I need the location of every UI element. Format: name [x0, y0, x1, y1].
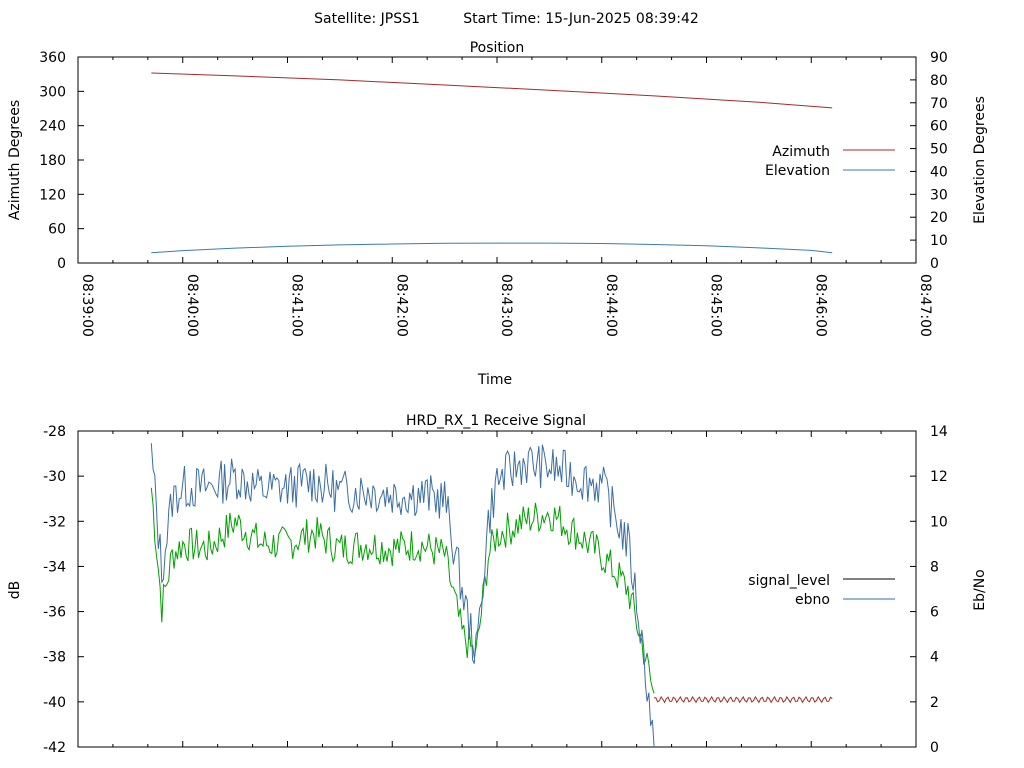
- position-y2-tick-label: 0: [930, 256, 939, 272]
- signal-y-tick-label: -28: [43, 424, 66, 440]
- position-y2-tick-label: 70: [930, 96, 948, 112]
- signal-y2-tick-label: 4: [930, 650, 939, 666]
- series-line-signal_level: [150, 487, 655, 694]
- signal-chart-title: HRD_RX_1 Receive Signal: [406, 413, 586, 429]
- signal-y-tick-label: -40: [43, 695, 66, 711]
- signal-y2-tick-label: 12: [930, 469, 948, 485]
- signal-y-tick-label: -42: [43, 740, 66, 756]
- position-y2-tick-label: 40: [930, 164, 948, 180]
- signal-series-group: [150, 443, 833, 747]
- signal-y2-tick-label: 8: [930, 559, 939, 575]
- position-x-tick-label: 08:45:00: [708, 274, 724, 337]
- signal-y2-axis-label: Eb/No: [972, 569, 988, 611]
- position-y-tick-label: 0: [57, 256, 66, 272]
- start-time-label: Start Time: 15-Jun-2025 08:39:42: [463, 11, 699, 27]
- position-y2-tick-label: 30: [930, 187, 948, 203]
- signal-chart: HRD_RX_1 Receive Signal -42-40-38-36-34-…: [7, 413, 988, 756]
- position-y-tick-label: 240: [39, 119, 66, 135]
- position-y2-tick-label: 60: [930, 119, 948, 135]
- position-y2-axis-label: Elevation Degrees: [972, 96, 988, 224]
- position-chart-title: Position: [470, 40, 525, 56]
- signal-y2-tick-label: 6: [930, 605, 939, 621]
- position-y2-tick-label: 90: [930, 50, 948, 66]
- position-y-tick-labels: 0 60 120 180 240 300 360: [39, 50, 66, 272]
- position-x-tick-label: 08:41:00: [289, 274, 305, 337]
- position-y2-tick-labels: 0 10 20 30 40 50 60 70 80 90: [930, 50, 948, 272]
- position-x-tick-label: 08:46:00: [812, 274, 828, 337]
- signal-ticks: [77, 430, 917, 748]
- signal-series-lines: [150, 443, 833, 747]
- position-y2-tick-label: 10: [930, 233, 948, 249]
- series-line-azimuth: [151, 72, 833, 109]
- signal-y-tick-label: -36: [43, 605, 66, 621]
- position-x-tick-label: 08:44:00: [603, 274, 619, 337]
- position-x-tick-label: 08:43:00: [498, 274, 514, 337]
- legend-ebno-label: ebno: [795, 592, 830, 608]
- satellite-label: Satellite: JPSS1: [314, 11, 420, 27]
- legend-elevation-label: Elevation: [765, 163, 830, 179]
- signal-y2-tick-label: 2: [930, 695, 939, 711]
- legend-signal-level-label: signal_level: [748, 573, 830, 589]
- position-y-axis-label: Azimuth Degrees: [7, 100, 23, 220]
- position-y-tick-label: 360: [39, 50, 66, 66]
- position-y-tick-label: 120: [39, 187, 66, 203]
- position-x-tick-label: 08:39:00: [79, 274, 95, 337]
- signal-y2-tick-label: 0: [930, 740, 939, 756]
- series-line-elevation: [151, 242, 833, 254]
- position-x-axis-label: Time: [477, 372, 512, 388]
- signal-y-tick-label: -30: [43, 469, 66, 485]
- signal-y2-tick-label: 10: [930, 514, 948, 530]
- position-x-tick-label: 08:40:00: [184, 274, 200, 337]
- series-line-signal_level-tail: [654, 695, 833, 704]
- signal-y-tick-label: -38: [43, 650, 66, 666]
- signal-y-tick-label: -32: [43, 514, 66, 530]
- position-y2-tick-label: 20: [930, 210, 948, 226]
- position-y2-tick-label: 80: [930, 73, 948, 89]
- signal-y-tick-labels: -42 -40 -38 -36 -34 -32 -30 -28: [43, 424, 66, 756]
- signal-y2-tick-labels: 0 2 4 6 8 10 12 14: [930, 424, 948, 756]
- position-y2-tick-label: 50: [930, 142, 948, 158]
- position-x-tick-label: 08:42:00: [393, 274, 409, 337]
- legend-azimuth-label: Azimuth: [772, 144, 830, 160]
- position-series-lines: [151, 72, 833, 254]
- position-chart: Position 0 60 120 180 240 300 360 0 10 20 30 40 50 6…: [7, 40, 988, 388]
- signal-y2-tick-label: 14: [930, 424, 948, 440]
- position-legend: Azimuth Elevation: [765, 144, 895, 179]
- position-y-tick-label: 60: [48, 222, 66, 238]
- position-ticks: [77, 56, 917, 264]
- signal-y-tick-label: -34: [43, 559, 66, 575]
- position-y-tick-label: 180: [39, 153, 66, 169]
- signal-legend: signal_level ebno: [748, 573, 895, 608]
- signal-y-axis-label: dB: [7, 581, 23, 600]
- position-x-tick-label: 08:47:00: [917, 274, 933, 337]
- position-y-tick-label: 300: [39, 84, 66, 100]
- position-x-tick-labels: 08:39:00 08:40:00 08:41:00 08:42:00 08:43:00…: [79, 274, 933, 337]
- signal-plot-frame: [77, 430, 917, 748]
- series-line-ebno: [150, 443, 655, 747]
